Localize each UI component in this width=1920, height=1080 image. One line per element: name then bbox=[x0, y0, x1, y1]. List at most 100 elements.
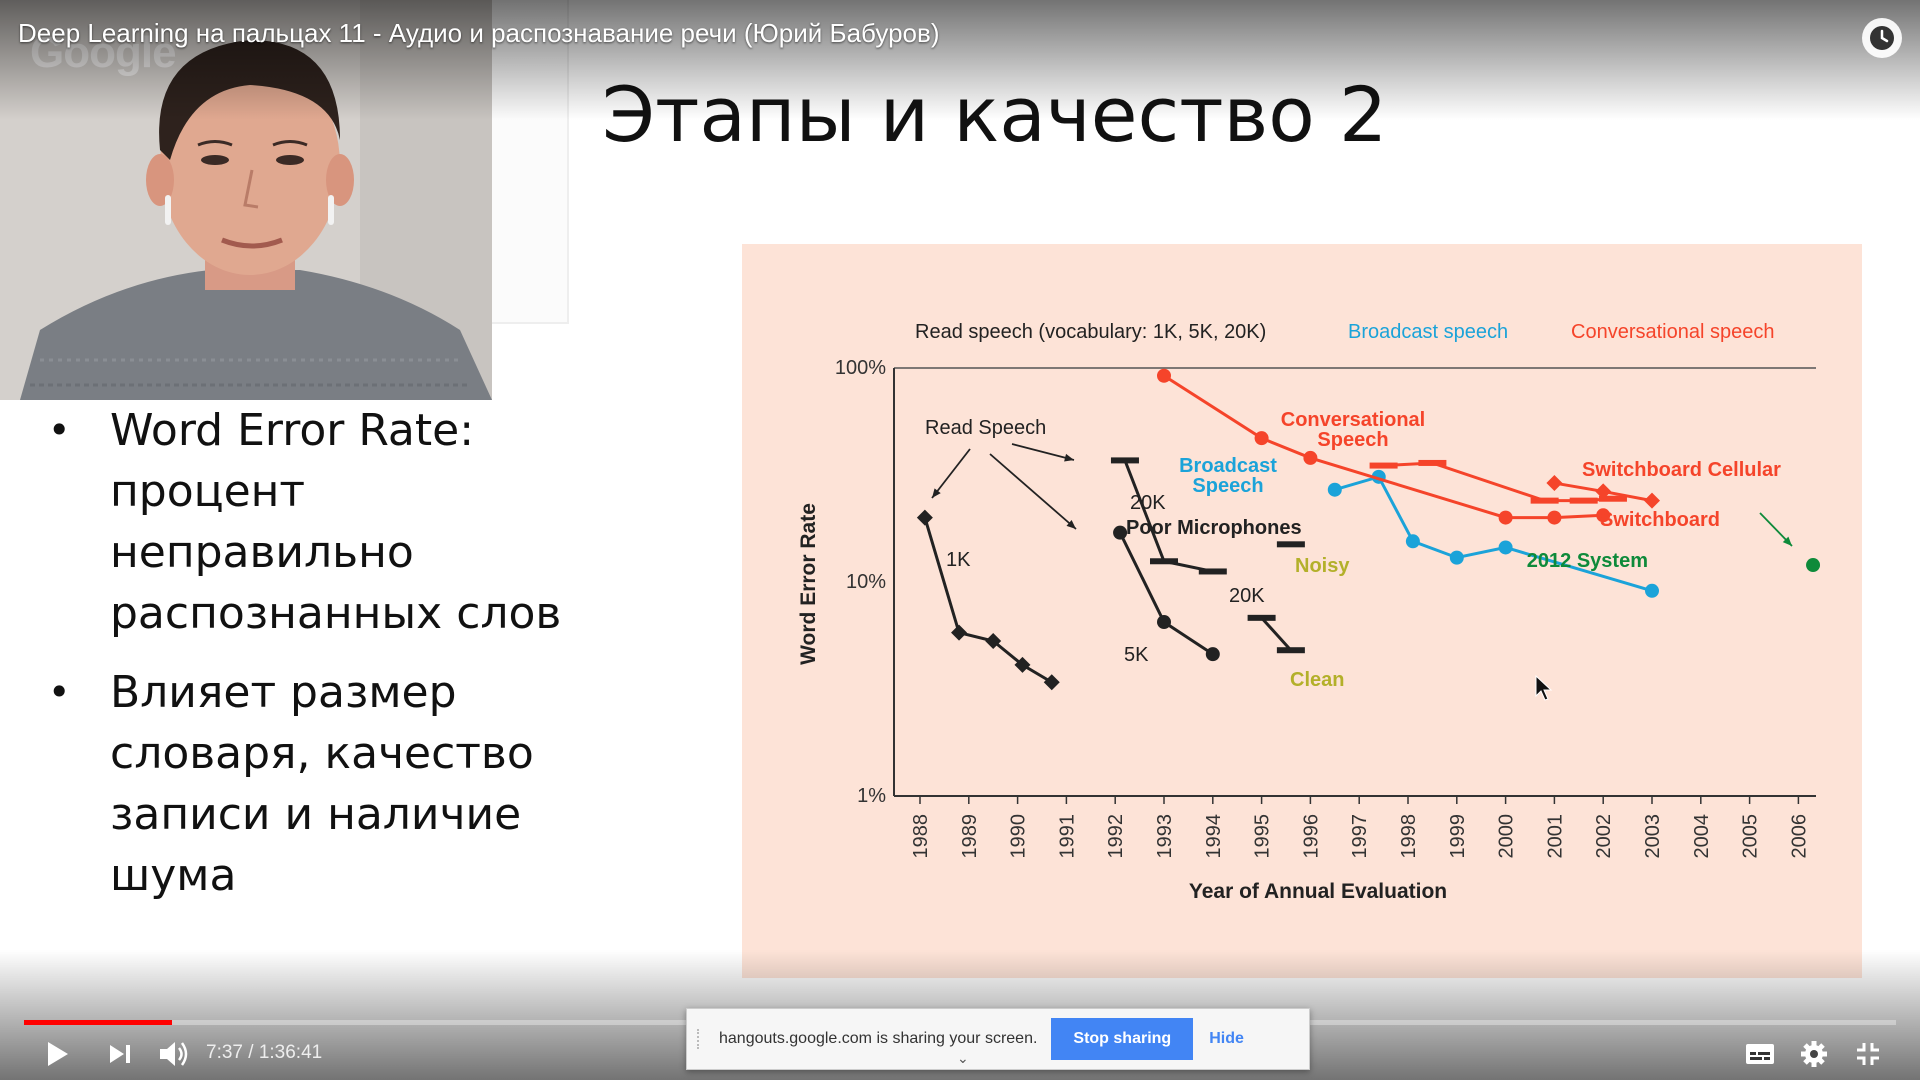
data-point bbox=[1498, 540, 1513, 555]
read-speech-arrow-20k-head bbox=[1064, 453, 1074, 462]
read-speech-arrow-1k-head bbox=[932, 488, 941, 498]
data-point bbox=[1198, 568, 1227, 575]
x-tick-label: 1994 bbox=[1203, 814, 1225, 859]
play-icon bbox=[48, 1042, 68, 1066]
chart-annotation: 2012 System bbox=[1527, 550, 1648, 572]
data-point bbox=[1644, 492, 1660, 509]
data-point bbox=[1276, 541, 1305, 548]
video-title[interactable]: Deep Learning на пальцах 11 - Аудио и ра… bbox=[18, 18, 940, 48]
screen-share-bar: hangouts.google.com is sharing your scre… bbox=[686, 1008, 1310, 1070]
settings-icon bbox=[1801, 1041, 1827, 1067]
data-point bbox=[1645, 583, 1659, 598]
x-tick-label: 1989 bbox=[959, 814, 981, 859]
exit-fullscreen-button[interactable] bbox=[1850, 1036, 1886, 1072]
bullet-line: распознанных слов bbox=[110, 588, 562, 639]
data-point bbox=[1014, 656, 1031, 673]
data-point bbox=[1150, 558, 1178, 565]
next-icon bbox=[110, 1045, 130, 1063]
x-tick-label: 1997 bbox=[1349, 814, 1371, 859]
chart-annotation: 5K bbox=[1124, 644, 1149, 666]
data-point bbox=[1596, 508, 1611, 523]
x-tick-label: 1999 bbox=[1447, 814, 1469, 859]
data-point bbox=[1303, 450, 1318, 465]
slide-title: Этапы и качество 2 bbox=[602, 70, 1388, 159]
legend-entry: Read speech (vocabulary: 1K, 5K, 20K) bbox=[915, 321, 1266, 343]
read-speech-arrow-20k bbox=[1011, 443, 1075, 461]
read-speech-arrow-1k bbox=[931, 448, 971, 499]
chart-annotation: Speech bbox=[1192, 475, 1263, 497]
next-button[interactable] bbox=[102, 1036, 138, 1072]
time-current: 7:37 bbox=[206, 1042, 243, 1063]
chart-annotation: Speech bbox=[1317, 429, 1388, 451]
data-point bbox=[1569, 497, 1598, 504]
chart-annotation: Conversational bbox=[1281, 409, 1425, 431]
x-axis-title: Year of Annual Evaluation bbox=[1189, 880, 1447, 903]
bullet-line: неправильно bbox=[110, 527, 414, 578]
x-tick-label: 1995 bbox=[1252, 814, 1274, 859]
hide-link[interactable]: Hide bbox=[1209, 1030, 1244, 1047]
settings-button[interactable] bbox=[1796, 1036, 1832, 1072]
chart-annotation: Switchboard Cellular bbox=[1582, 459, 1781, 481]
bullet-list: • Word Error Rate: процент неправильно р… bbox=[40, 400, 600, 924]
x-tick-label: 2000 bbox=[1496, 814, 1518, 859]
data-point bbox=[1498, 510, 1513, 525]
x-tick-label: 1993 bbox=[1154, 814, 1176, 859]
bullet-line: словаря, качество bbox=[110, 728, 534, 779]
legend-entry: Broadcast speech bbox=[1348, 321, 1508, 343]
data-point bbox=[1595, 483, 1612, 500]
legend-entry: Conversational speech bbox=[1571, 321, 1774, 343]
data-point bbox=[1276, 647, 1305, 654]
x-tick-label: 2001 bbox=[1544, 814, 1566, 859]
x-tick-label: 2003 bbox=[1642, 814, 1664, 859]
series-line-switchboard bbox=[1383, 461, 1614, 503]
bullet-line: Word Error Rate: bbox=[110, 405, 475, 456]
data-point bbox=[1113, 525, 1128, 540]
chart-annotation: 20K bbox=[1229, 585, 1265, 607]
data-point bbox=[1806, 558, 1821, 573]
x-tick-label: 1990 bbox=[1008, 814, 1030, 859]
data-point bbox=[1418, 459, 1447, 466]
x-tick-label: 1996 bbox=[1300, 814, 1322, 859]
read-speech-arrow-5k bbox=[989, 453, 1077, 530]
x-tick-label: 1998 bbox=[1398, 814, 1420, 859]
data-point bbox=[1449, 550, 1464, 565]
y-tick-label: 100% bbox=[835, 357, 886, 379]
share-message: hangouts.google.com is sharing your scre… bbox=[719, 1030, 1038, 1047]
x-tick-label: 1988 bbox=[910, 814, 932, 859]
x-tick-label: 1992 bbox=[1105, 814, 1127, 859]
x-tick-label: 2005 bbox=[1740, 814, 1762, 859]
data-point bbox=[1043, 674, 1060, 691]
y-tick-label: 1% bbox=[857, 785, 886, 807]
read-speech-arrow-5k-head bbox=[1066, 520, 1076, 529]
bullet-line: Влияет размер bbox=[110, 667, 457, 718]
drag-handle-icon[interactable] bbox=[697, 1029, 709, 1049]
watch-later-button[interactable] bbox=[1862, 18, 1902, 58]
y-axis-title: Word Error Rate bbox=[797, 503, 820, 665]
subtitles-icon bbox=[1746, 1044, 1774, 1064]
chart-annotation: 1K bbox=[946, 549, 971, 571]
watch-later-icon bbox=[1870, 26, 1894, 50]
data-point bbox=[1530, 497, 1559, 504]
bullet-line: шума bbox=[110, 850, 237, 901]
chart-annotation: Broadcast bbox=[1179, 455, 1277, 477]
series-line-1k bbox=[923, 517, 1053, 684]
data-point bbox=[1327, 482, 1342, 497]
time-separator: / bbox=[242, 1042, 259, 1063]
bullet-line: процент bbox=[110, 466, 306, 517]
stop-sharing-button[interactable]: Stop sharing bbox=[1051, 1018, 1194, 1060]
chart-annotation: 20K bbox=[1130, 492, 1166, 514]
volume-button[interactable] bbox=[154, 1034, 194, 1074]
data-point bbox=[951, 624, 968, 641]
play-button[interactable] bbox=[40, 1036, 76, 1072]
data-point bbox=[1157, 615, 1171, 630]
wer-chart: 100% 10% 1% 1988 1989 1990 1991 1992 1993 1994 199… bbox=[742, 244, 1862, 978]
series-line-broadcast-speech bbox=[1334, 475, 1653, 593]
chart-annotation: Switchboard bbox=[1600, 509, 1720, 531]
series-line-5k bbox=[1118, 532, 1214, 656]
chevron-down-icon[interactable]: ⌄ bbox=[957, 1050, 969, 1066]
bullet-item: • Word Error Rate: процент неправильно р… bbox=[40, 400, 600, 644]
time-total: 1:36:41 bbox=[258, 1042, 323, 1063]
data-point bbox=[1110, 457, 1139, 464]
subtitles-button[interactable] bbox=[1742, 1036, 1778, 1072]
